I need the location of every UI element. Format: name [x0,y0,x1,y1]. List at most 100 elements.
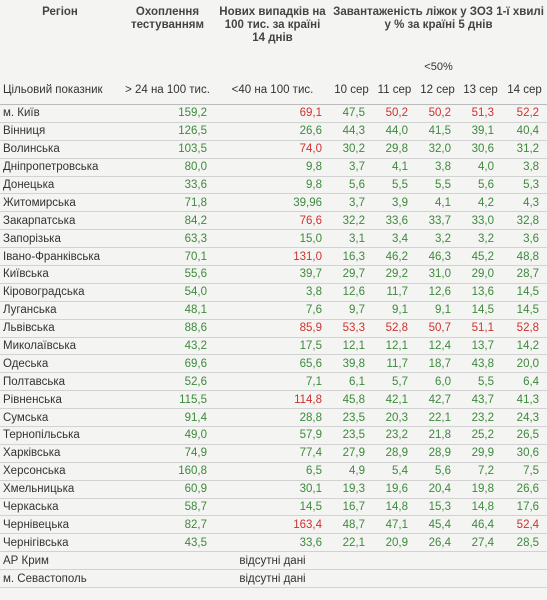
region-row: Дніпропетровська 80,0 9,8 3,7 4,1 3,8 4,0 3,8 [0,158,547,177]
value-cell: 26,5 [502,426,547,445]
value-cell: 4,9 [330,462,373,481]
blank-cell [120,551,215,571]
value-cell: 3,7 [330,193,373,213]
target-label: 10 сер [330,76,373,105]
value-cell: 16,3 [330,247,373,267]
region-name: Волинська [0,140,120,159]
value-cell: 32,2 [330,211,373,231]
value-cell: 14,5 [459,301,502,320]
blank-cell [330,569,547,589]
value-cell: 58,7 [120,498,215,517]
value-cell: 74,0 [215,140,330,159]
value-cell: 42,7 [416,390,459,410]
value-cell: 88,6 [120,319,215,338]
value-cell: 28,7 [502,265,547,284]
value-cell: 13,6 [459,283,502,302]
value-cell: 9,1 [373,301,416,320]
value-cell: 7,6 [215,301,330,320]
value-cell: 84,2 [120,211,215,231]
value-cell: 22,1 [330,533,373,553]
value-cell: 6,1 [330,372,373,392]
value-cell: 114,8 [215,390,330,410]
value-cell: 3,8 [502,158,547,177]
value-cell: 50,2 [373,104,416,123]
value-cell: 77,4 [215,444,330,463]
value-cell: 45,8 [330,390,373,410]
region-name: Луганська [0,301,120,320]
value-cell: 13,7 [459,337,502,356]
value-cell: 28,9 [416,444,459,463]
value-cell: 50,2 [416,104,459,123]
value-cell: 41,5 [416,122,459,141]
value-cell: 74,9 [120,444,215,463]
value-cell: 131,0 [215,247,330,267]
value-cell: 3,4 [373,229,416,249]
value-cell: 12,6 [416,283,459,302]
no-data-note: відсутні дані [215,551,330,571]
region-row: Київська 55,6 39,7 29,7 29,2 31,0 29,0 28,7 [0,265,547,284]
value-cell: 103,5 [120,140,215,159]
value-cell: 30,6 [502,444,547,463]
region-name: Житомирська [0,193,120,213]
value-cell: 50,7 [416,319,459,338]
value-cell: 48,8 [502,247,547,267]
region-row: Херсонська 160,8 6,5 4,9 5,4 5,6 7,2 7,5 [0,462,547,481]
value-cell: 15,0 [215,229,330,249]
region-name: Вінниця [0,122,120,141]
value-cell: 48,7 [330,515,373,535]
value-cell: 5,5 [416,176,459,195]
value-cell: 3,6 [502,229,547,249]
header-row: Регіон Охоплення тестуванням Нових випадкі… [0,0,547,58]
value-cell: 23,2 [373,426,416,445]
region-row: Харківська 74,9 77,4 27,9 28,9 28,9 29,9 30,6 [0,444,547,463]
value-cell: 9,8 [215,176,330,195]
region-name: Чернівецька [0,515,120,535]
value-cell: 21,8 [416,426,459,445]
region-name: Миколаївська [0,337,120,356]
region-row: Полтавська 52,6 7,1 6,1 5,7 6,0 5,5 6,4 [0,372,547,392]
value-cell: 28,8 [215,408,330,428]
value-cell: 14,2 [502,337,547,356]
value-cell: 7,2 [459,462,502,481]
value-cell: 52,4 [502,515,547,535]
value-cell: 49,0 [120,426,215,445]
value-cell: 17,5 [215,337,330,356]
value-cell: 33,6 [120,176,215,195]
value-cell: 11,7 [373,354,416,374]
value-cell: 4,0 [459,158,502,177]
region-row: м. Київ 159,2 69,1 47,5 50,2 50,2 51,3 52,2 [0,104,547,123]
value-cell: 43,8 [459,354,502,374]
region-name: Запорізька [0,229,120,249]
value-cell: 5,6 [330,176,373,195]
target-label: 11 сер [373,76,416,105]
region-row: Чернігівська 43,5 33,6 22,1 20,9 26,4 27,4 28,5 [0,533,547,553]
value-cell: 33,0 [459,211,502,231]
value-cell: 12,4 [416,337,459,356]
value-cell: 20,3 [373,408,416,428]
value-cell: 43,5 [120,533,215,553]
region-row: Івано-Франківська 70,1 131,0 16,3 46,2 46,3 45… [0,247,547,267]
value-cell: 29,9 [459,444,502,463]
value-cell: 44,0 [373,122,416,141]
region-row: Вінниця 126,5 26,6 44,3 44,0 41,5 39,1 40,4 [0,122,547,141]
region-name: Одеська [0,354,120,374]
value-cell: 29,2 [373,265,416,284]
region-row: Волинська 103,5 74,0 30,2 29,8 32,0 30,6 31,2 [0,140,547,159]
value-cell: 39,8 [330,354,373,374]
value-cell: 11,7 [373,283,416,302]
value-cell: 4,2 [459,193,502,213]
value-cell: 20,0 [502,354,547,374]
value-cell: 15,3 [416,498,459,517]
value-cell: 63,3 [120,229,215,249]
blank-cell [120,569,215,589]
region-row: Одеська 69,6 65,6 39,8 11,7 18,7 43,8 20,0 [0,354,547,374]
region-name: Івано-Франківська [0,247,120,267]
no-data-note: відсутні дані [215,569,330,589]
region-row: Донецька 33,6 9,8 5,6 5,5 5,5 5,6 5,3 [0,176,547,195]
value-cell: 19,6 [373,480,416,499]
region-row: Рівненська 115,5 114,8 45,8 42,1 42,7 43,7 41,3 [0,390,547,410]
column-header: Охоплення тестуванням [130,6,204,31]
value-cell: 20,9 [373,533,416,553]
region-name: АР Крим [0,551,120,571]
